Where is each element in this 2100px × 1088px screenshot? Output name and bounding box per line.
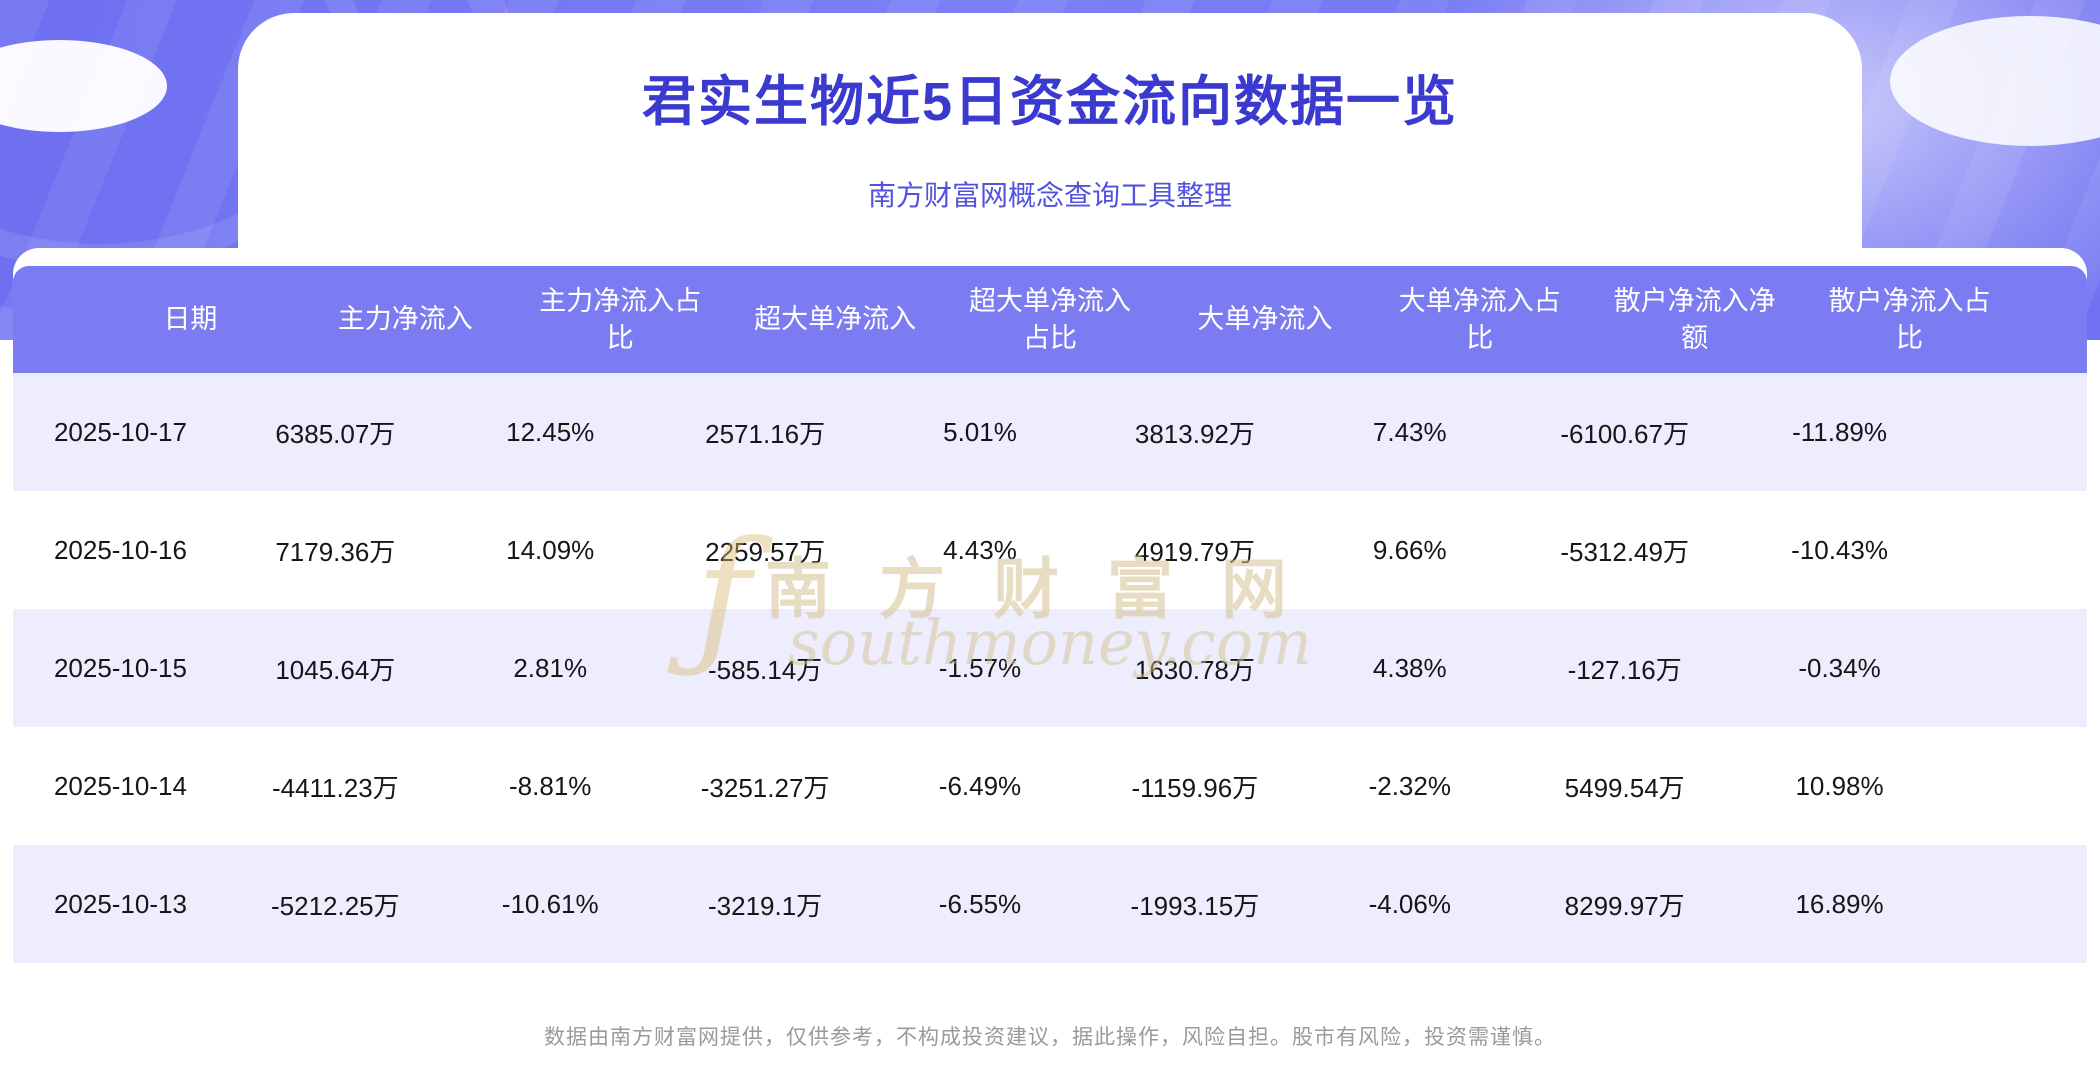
cell-xl-order-net-inflow: -3219.1万 <box>708 890 823 921</box>
cell-date: 2025-10-15 <box>53 652 187 683</box>
cell-date: 2025-10-14 <box>53 770 187 801</box>
cell-retail-net-inflow-pct: -10.43% <box>1791 534 1888 565</box>
col-header-xl-order-net-inflow-pct: 超大单净流入 占比 <box>968 286 1131 353</box>
cell-main-net-inflow: -5212.25万 <box>270 890 400 921</box>
cell-large-order-net-inflow: 1630.78万 <box>1134 654 1255 685</box>
col-header-large-order-net-inflow-pct: 大单净流入占 比 <box>1398 286 1561 353</box>
cell-xl-order-net-inflow: 2259.57万 <box>705 536 826 567</box>
cell-retail-net-inflow-pct: -11.89% <box>1792 416 1887 447</box>
cell-large-order-net-inflow-pct: 9.66% <box>1372 534 1447 565</box>
cell-retail-net-inflow: 5499.54万 <box>1564 772 1685 803</box>
data-card: 日期 主力净流入 主力净流入占 比 超大单净流入 超大单净流入 占比 大单净流入… <box>13 248 2087 1088</box>
cell-date: 2025-10-16 <box>53 534 187 565</box>
cell-xl-order-net-inflow-pct: 4.43% <box>943 534 1017 565</box>
cell-large-order-net-inflow: 3813.92万 <box>1134 418 1255 449</box>
cell-main-net-inflow: 6385.07万 <box>275 418 396 449</box>
cell-date: 2025-10-17 <box>53 416 187 447</box>
cell-retail-net-inflow-pct: 10.98% <box>1795 770 1884 801</box>
col-header-main-net-inflow-pct: 主力净流入占 比 <box>539 286 702 353</box>
col-header-date: 日期 <box>163 304 218 335</box>
table-row: 2025-10-13 -5212.25万 -10.61% -3219.1万 -6… <box>13 845 2087 963</box>
cell-large-order-net-inflow-pct: 7.43% <box>1372 416 1447 447</box>
col-header-main-net-inflow: 主力净流入 <box>337 304 473 335</box>
table-row: 2025-10-15 1045.64万 2.81% -585.14万 -1.57… <box>13 609 2087 727</box>
cell-retail-net-inflow: -127.16万 <box>1567 654 1682 685</box>
table-row: 2025-10-17 6385.07万 12.45% 2571.16万 5.01… <box>13 373 2087 491</box>
cell-retail-net-inflow: 8299.97万 <box>1564 890 1685 921</box>
col-header-retail-net-inflow: 散户净流入净 额 <box>1613 286 1776 353</box>
cell-xl-order-net-inflow-pct: -6.55% <box>938 888 1022 919</box>
cell-large-order-net-inflow: -1159.96万 <box>1131 772 1259 803</box>
cell-main-net-inflow: -4411.23万 <box>271 772 399 803</box>
cell-main-net-inflow-pct: 14.09% <box>506 534 595 565</box>
cell-date: 2025-10-13 <box>53 888 187 919</box>
table-row: 2025-10-14 -4411.23万 -8.81% -3251.27万 -6… <box>13 727 2087 845</box>
cell-large-order-net-inflow: 4919.79万 <box>1134 536 1255 567</box>
table-row: 2025-10-16 7179.36万 14.09% 2259.57万 4.43… <box>13 491 2087 609</box>
cell-large-order-net-inflow-pct: 4.38% <box>1372 652 1447 683</box>
cell-main-net-inflow: 1045.64万 <box>275 654 396 685</box>
cell-large-order-net-inflow-pct: -4.06% <box>1368 888 1451 919</box>
cell-main-net-inflow-pct: -10.61% <box>501 888 599 919</box>
cell-xl-order-net-inflow: -585.14万 <box>708 654 823 685</box>
cell-retail-net-inflow: -6100.67万 <box>1560 418 1689 449</box>
cell-main-net-inflow-pct: 12.45% <box>506 416 595 447</box>
col-header-large-order-net-inflow: 大单净流入 <box>1197 304 1333 335</box>
cell-xl-order-net-inflow-pct: 5.01% <box>943 416 1017 447</box>
page-subtitle: 南方财富网概念查询工具整理 <box>867 180 1232 211</box>
ellipse-decoration-left <box>0 40 167 132</box>
col-header-xl-order-net-inflow: 超大单净流入 <box>754 304 917 335</box>
table-header: 日期 主力净流入 主力净流入占 比 超大单净流入 超大单净流入 占比 大单净流入… <box>13 266 2087 373</box>
cell-xl-order-net-inflow: -3251.27万 <box>700 772 830 803</box>
cell-xl-order-net-inflow-pct: -1.57% <box>938 652 1022 683</box>
cell-main-net-inflow: 7179.36万 <box>275 536 396 567</box>
cell-large-order-net-inflow: -1993.15万 <box>1130 890 1260 921</box>
title-panel: 君实生物近5日资金流向数据一览 南方财富网概念查询工具整理 <box>238 13 1862 253</box>
cell-xl-order-net-inflow: 2571.16万 <box>705 418 826 449</box>
cell-main-net-inflow-pct: 2.81% <box>513 652 588 683</box>
col-header-retail-net-inflow-pct: 散户净流入占 比 <box>1828 286 1991 353</box>
cell-large-order-net-inflow-pct: -2.32% <box>1368 770 1451 801</box>
cell-xl-order-net-inflow-pct: -6.49% <box>938 770 1022 801</box>
ellipse-decoration-right <box>1890 16 2100 146</box>
cell-retail-net-inflow-pct: -0.34% <box>1798 652 1881 683</box>
cell-retail-net-inflow: -5312.49万 <box>1560 536 1689 567</box>
page-title: 君实生物近5日资金流向数据一览 <box>641 72 1459 132</box>
disclaimer-text: 数据由南方财富网提供，仅供参考，不构成投资建议，据此操作，风险自担。股市有风险，… <box>544 1026 1556 1049</box>
cell-retail-net-inflow-pct: 16.89% <box>1795 888 1884 919</box>
cell-main-net-inflow-pct: -8.81% <box>509 770 592 801</box>
